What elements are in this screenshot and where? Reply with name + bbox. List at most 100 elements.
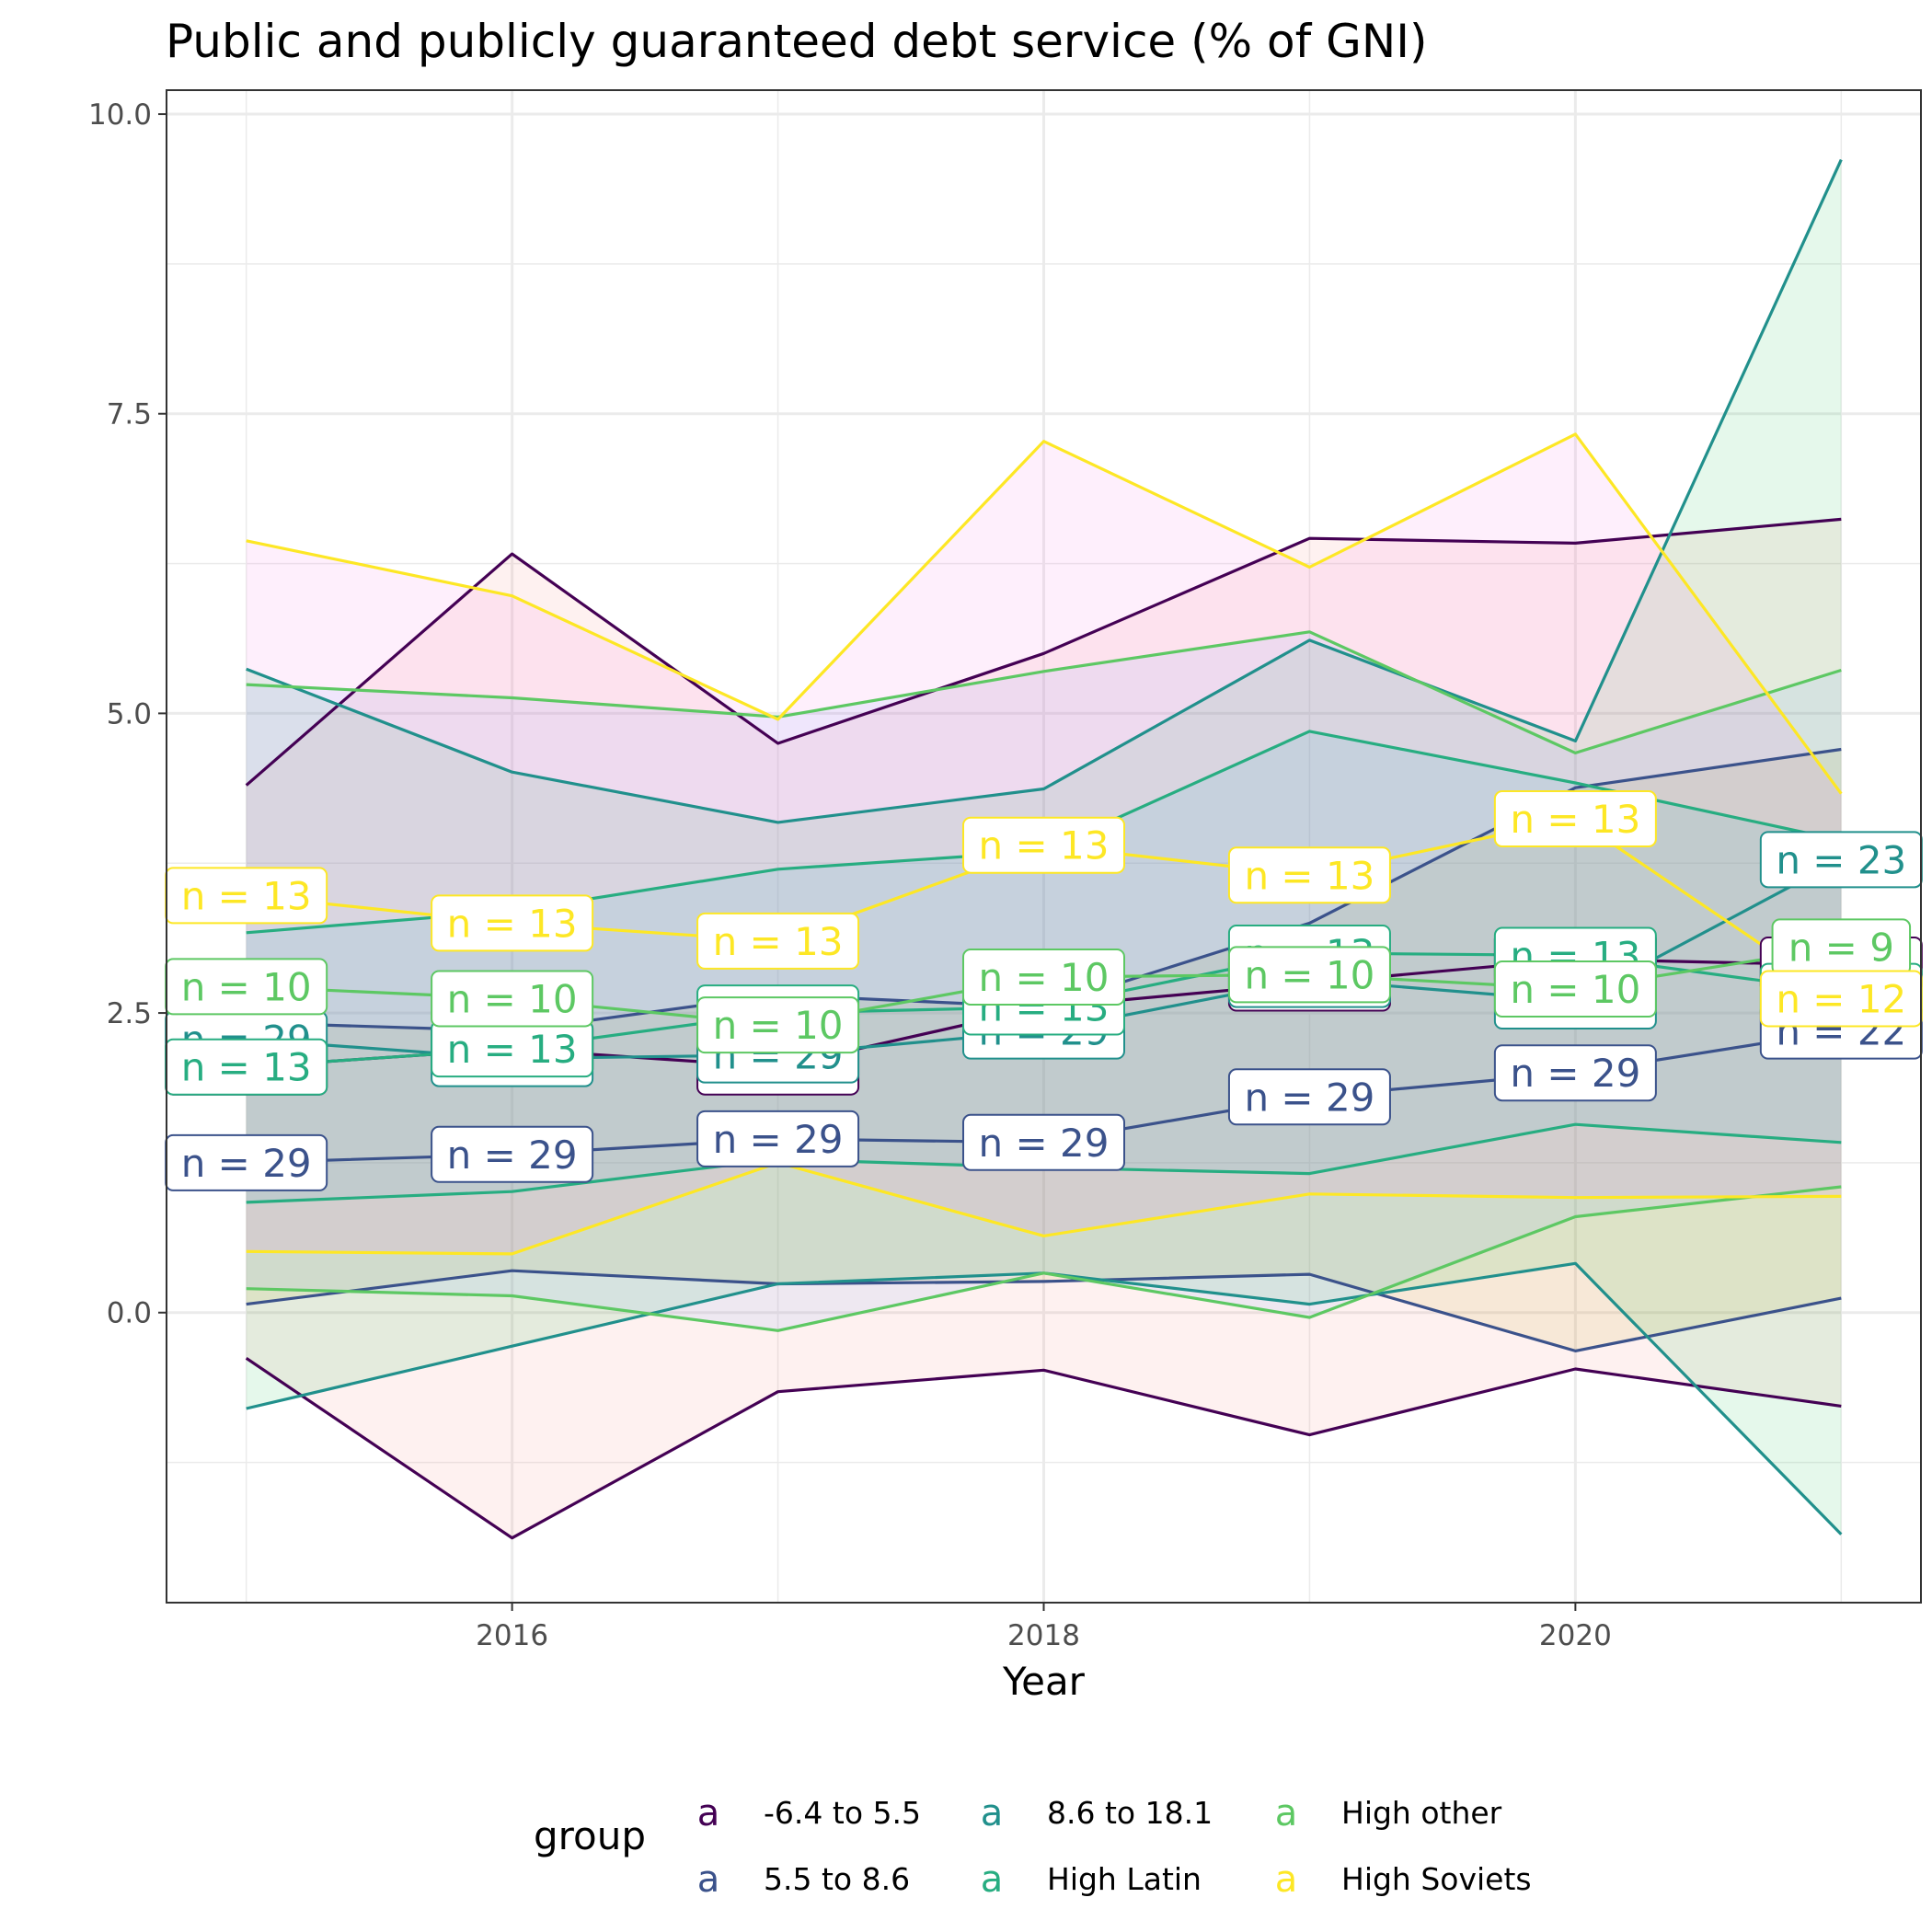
n-label-box bbox=[1227, 946, 1391, 1004]
n-label: n = 29 bbox=[696, 1110, 860, 1167]
legend-item: a High Soviets bbox=[1275, 1858, 1532, 1901]
n-labels: n = 29 n = 29 n = 29 n = 29 n = 29 n = 29 n = … bbox=[165, 790, 1923, 1191]
legend-label: 5.5 to 8.6 bbox=[764, 1861, 910, 1897]
n-label: n = 10 bbox=[1493, 960, 1657, 1018]
n-label-text: n = 13 bbox=[713, 919, 844, 964]
n-label-box bbox=[1493, 790, 1657, 848]
n-label-text: n = 10 bbox=[713, 1003, 844, 1048]
n-label-text: n = 10 bbox=[447, 976, 578, 1021]
n-label-box bbox=[431, 970, 594, 1028]
n-label: n = 13 bbox=[431, 894, 594, 952]
n-label-box bbox=[962, 948, 1125, 1006]
n-label-text: n = 13 bbox=[979, 823, 1110, 868]
legend-label: 8.6 to 18.1 bbox=[1047, 1795, 1213, 1831]
series-line-upper bbox=[246, 432, 1843, 795]
series-line-lower bbox=[246, 1269, 1842, 1353]
legend-item: a 5.5 to 8.6 bbox=[697, 1858, 910, 1901]
x-tick-label: 2016 bbox=[476, 1619, 548, 1652]
y-tick-label: 5.0 bbox=[107, 697, 152, 730]
x-axis-title: Year bbox=[1002, 1659, 1086, 1704]
n-label-box bbox=[431, 894, 594, 952]
n-label: n = 23 bbox=[1759, 831, 1923, 889]
n-label: n = 10 bbox=[696, 996, 860, 1054]
n-label: n = 13 bbox=[431, 1020, 594, 1078]
legend-item: a -6.4 to 5.5 bbox=[697, 1792, 921, 1834]
n-label-box bbox=[696, 996, 860, 1054]
legend-label: -6.4 to 5.5 bbox=[764, 1795, 921, 1831]
legend-label: High Soviets bbox=[1341, 1861, 1532, 1897]
series-line-upper bbox=[246, 158, 1843, 824]
n-label-text: n = 10 bbox=[1510, 967, 1640, 1012]
n-label-box bbox=[431, 1125, 594, 1183]
n-label: n = 29 bbox=[431, 1125, 594, 1183]
legend: group a -6.4 to 5.5 a 5.5 to 8.6 a 8.6 to 18.1… bbox=[534, 1792, 1532, 1901]
n-label-text: n = 29 bbox=[1244, 1075, 1374, 1120]
series-line-lower bbox=[246, 1185, 1842, 1332]
legend-key: a bbox=[1275, 1792, 1298, 1834]
legend-key: a bbox=[697, 1792, 720, 1834]
n-label-text: n = 12 bbox=[1776, 976, 1906, 1021]
n-label-text: n = 13 bbox=[1244, 853, 1374, 898]
n-label: n = 29 bbox=[165, 1133, 328, 1191]
series-line-lower bbox=[245, 1356, 1842, 1540]
legend-label: High other bbox=[1341, 1795, 1502, 1831]
series-line-upper bbox=[245, 517, 1842, 787]
legend-item: a High Latin bbox=[981, 1858, 1202, 1901]
n-label-text: n = 29 bbox=[181, 1141, 312, 1186]
plot-panel: n = 29 n = 29 n = 29 n = 29 n = 29 n = 29 n = … bbox=[88, 89, 1923, 1704]
n-label: n = 13 bbox=[696, 912, 860, 970]
legend-item: a High other bbox=[1275, 1792, 1502, 1834]
n-label: n = 29 bbox=[962, 1113, 1125, 1171]
n-label: n = 10 bbox=[165, 958, 328, 1016]
n-label: n = 10 bbox=[962, 948, 1125, 1006]
n-label-box bbox=[1227, 1068, 1391, 1126]
axes: 0.0 2.5 5.0 7.5 10.0 2016 2018 2020 Year bbox=[88, 98, 1612, 1704]
n-label-text: n = 29 bbox=[713, 1117, 844, 1162]
series-line-lower bbox=[246, 1161, 1842, 1256]
n-label-text: n = 10 bbox=[979, 955, 1110, 1000]
n-label-box bbox=[962, 816, 1125, 874]
n-label-text: n = 13 bbox=[1510, 797, 1640, 842]
y-tick-label: 0.0 bbox=[107, 1297, 152, 1330]
n-label: n = 13 bbox=[1227, 846, 1391, 904]
n-label-text: n = 29 bbox=[1510, 1051, 1640, 1096]
n-label-text: n = 13 bbox=[447, 901, 578, 946]
n-label: n = 13 bbox=[165, 1038, 328, 1096]
n-label: n = 12 bbox=[1759, 970, 1923, 1028]
n-label: n = 13 bbox=[1493, 790, 1657, 848]
n-label: n = 13 bbox=[165, 867, 328, 925]
n-label-box bbox=[1227, 846, 1391, 904]
series-line-upper bbox=[246, 630, 1842, 755]
n-label-box bbox=[962, 1113, 1125, 1171]
chart-title: Public and publicly guaranteed debt serv… bbox=[166, 15, 1427, 68]
n-label: n = 9 bbox=[1771, 918, 1912, 976]
n-label-text: n = 9 bbox=[1788, 925, 1894, 970]
legend-item: a 8.6 to 18.1 bbox=[981, 1792, 1213, 1834]
n-label-text: n = 13 bbox=[181, 873, 312, 918]
n-label-text: n = 10 bbox=[1244, 952, 1374, 997]
legend-key: a bbox=[981, 1792, 1004, 1834]
n-label-text: n = 29 bbox=[447, 1133, 578, 1178]
x-tick-label: 2018 bbox=[1007, 1619, 1080, 1652]
x-tick-label: 2020 bbox=[1539, 1619, 1612, 1652]
legend-title: group bbox=[534, 1813, 646, 1858]
n-label-text: n = 13 bbox=[181, 1045, 312, 1090]
n-label: n = 10 bbox=[1227, 946, 1391, 1004]
n-label-text: n = 10 bbox=[181, 964, 312, 1009]
n-label-box bbox=[696, 912, 860, 970]
legend-key: a bbox=[981, 1858, 1004, 1901]
n-label-box bbox=[1493, 960, 1657, 1018]
y-tick-label: 10.0 bbox=[88, 98, 152, 132]
n-label-text: n = 23 bbox=[1776, 837, 1906, 882]
n-label-box bbox=[1493, 1044, 1657, 1102]
n-label: n = 13 bbox=[962, 816, 1125, 874]
legend-key: a bbox=[1275, 1858, 1298, 1901]
n-label-box bbox=[696, 1110, 860, 1167]
n-label-text: n = 13 bbox=[447, 1027, 578, 1072]
n-label: n = 29 bbox=[1227, 1068, 1391, 1126]
n-label: n = 10 bbox=[431, 970, 594, 1028]
y-tick-label: 2.5 bbox=[107, 997, 152, 1030]
legend-key: a bbox=[697, 1858, 720, 1901]
legend-label: High Latin bbox=[1047, 1861, 1202, 1897]
